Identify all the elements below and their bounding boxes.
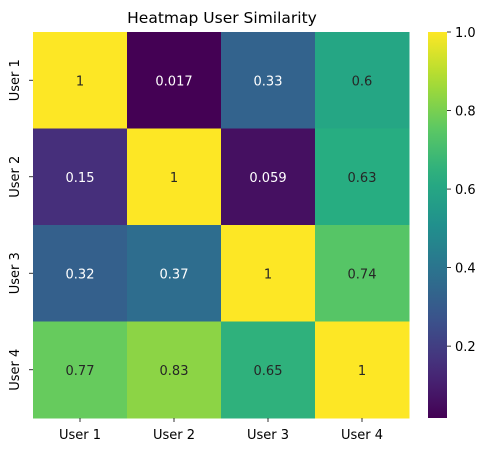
colorbar-tick-label: 0.2 [455,340,476,355]
colorbar-tick-label: 0.8 [455,105,476,120]
y-tick-label: User 1 [8,59,23,101]
cell-value-label: 0.63 [348,171,377,186]
colorbar [428,32,447,418]
heatmap-cell [315,128,410,226]
heatmap-cell [221,225,316,322]
heatmap-cell [221,32,316,129]
cell-value-label: 0.74 [348,267,377,282]
cell-value-label: 0.017 [155,74,192,89]
x-tick-label: User 1 [59,428,101,443]
colorbar-tick-label: 0.4 [455,262,476,277]
heatmap-cell [33,128,128,226]
heatmap-cell [33,225,128,322]
cell-value-label: 1 [76,74,84,89]
chart-title: Heatmap User Similarity [127,9,317,27]
cell-value-label: 0.059 [249,171,286,186]
cell-value-label: 0.32 [66,267,95,282]
colorbar-tick-label: 1.0 [455,26,476,41]
cell-value-label: 0.15 [66,171,95,186]
heatmap-cell [221,321,316,419]
cell-value-label: 0.33 [254,74,283,89]
y-tick-label: User 2 [8,156,23,198]
cell-value-label: 1 [358,364,366,379]
heatmap-cell [315,225,410,322]
cell-value-label: 0.37 [160,267,189,282]
heatmap-cell [127,32,222,129]
colorbar-tick-label: 0.6 [455,183,476,198]
cell-value-label: 0.77 [66,364,95,379]
x-tick-label: User 3 [247,428,289,443]
heatmap-cell [315,321,410,419]
cell-value-label: 0.6 [352,74,373,89]
y-tick-label: User 4 [8,349,23,391]
heatmap-cell [33,32,128,129]
y-tick-label: User 3 [8,252,23,294]
heatmap-cell [127,321,222,419]
heatmap-cell [127,128,222,226]
cell-value-label: 0.65 [254,364,283,379]
heatmap-cell [315,32,410,129]
cell-value-label: 1 [264,267,272,282]
heatmap-cell [33,321,128,419]
x-tick-label: User 2 [153,428,195,443]
cell-value-label: 0.83 [160,364,189,379]
x-tick-label: User 4 [341,428,383,443]
cell-value-label: 1 [170,171,178,186]
heatmap-cell [127,225,222,322]
heatmap-cell [221,128,316,226]
